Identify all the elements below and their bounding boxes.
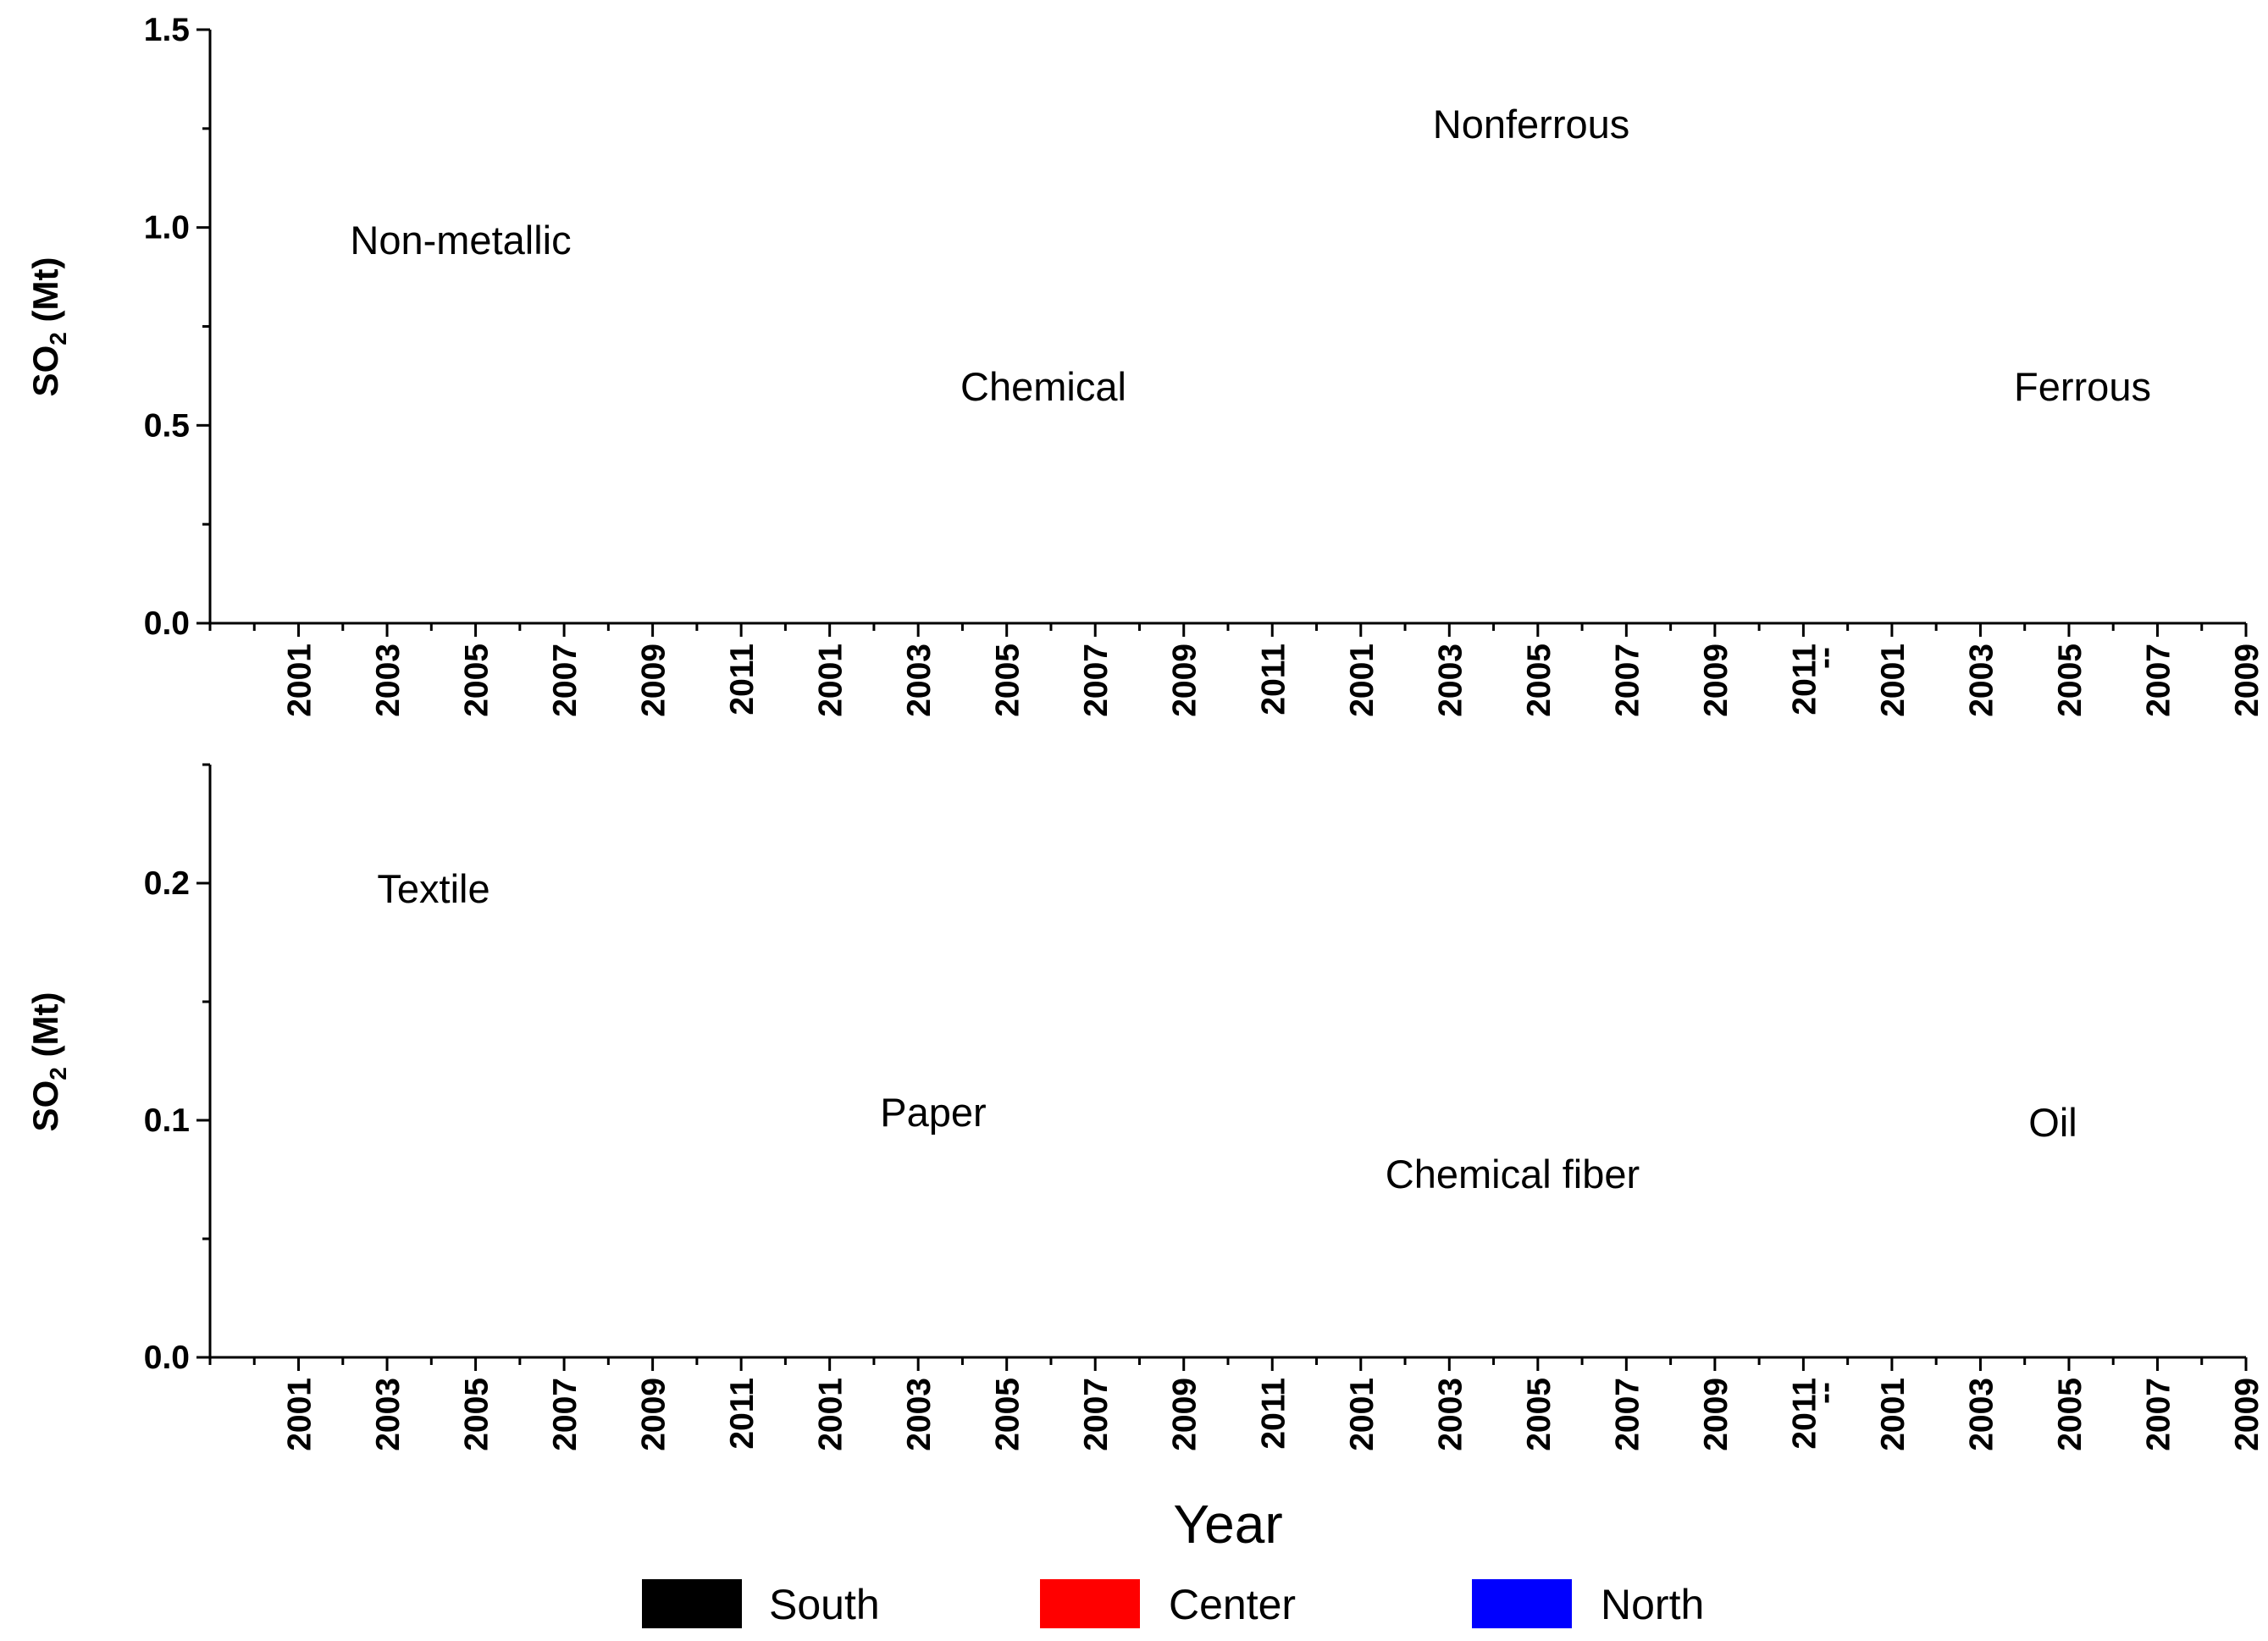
bottom-panel: Textile Paper Chemical fiber Oil 0.0 0.1 0.2 SO… [25,763,2265,1451]
x-tick-label: 2003 [901,644,938,717]
top-panel: Non-metallic Chemical Nonferrous Ferrous 0.0… [25,12,2265,717]
x-tick-label: 2003 [901,1378,938,1451]
x-tick-label: 2003 [1963,644,2000,717]
x-tick-label: 2005 [2052,1378,2088,1451]
x-tick-label: 2001 [1875,644,1911,717]
x-tick-label: 2007 [2140,1378,2177,1451]
x-axis-label: Year [1173,1494,1282,1555]
legend: South Center North [642,1579,1704,1628]
x-tick-label: 2009 [1167,644,1203,717]
x-tick-label: 2007 [1609,644,1646,717]
x-tick-label: 2003 [1432,1378,1469,1451]
group-label: Paper [880,1090,986,1135]
x-tick-label: 2003 [370,1378,407,1451]
x-tick-label: 2009 [636,1378,672,1451]
x-tick-label: 2001 [1344,1378,1380,1451]
group-label: Ferrous [2014,364,2151,409]
x-tick-label: 2009 [2229,644,2265,717]
group-label: Textile [377,866,490,911]
x-tick-label: 2009 [1698,1378,1734,1451]
legend-swatch-south [642,1579,742,1628]
x-tick-label: 2009 [1698,644,1734,717]
x-tick-label: 2005 [990,644,1026,717]
y-tick-label: 0.1 [144,1102,190,1139]
x-tick-label: 2009 [1167,1378,1203,1451]
x-tick-label: 2005 [990,1378,1026,1451]
x-tick-label: 2001 [813,644,849,717]
x-tick-label: 2005 [1521,644,1557,717]
x-tick-label: 2009 [636,644,672,717]
y-tick-label: 0.2 [144,865,190,902]
x-tick-label: 2009 [2229,1378,2265,1451]
y-tick-label: 0.0 [144,1340,190,1376]
axis-break-mark: -- [1807,1382,1844,1404]
legend-label-north: North [1601,1581,1704,1628]
legend-swatch-center [1040,1579,1140,1628]
y-tick-label: 0.0 [144,605,190,642]
y-tick-label: 0.5 [144,407,190,444]
x-tick-label: 2007 [2140,644,2177,717]
x-tick-label: 2011 [1786,1378,1823,1450]
x-tick-label: 2001 [1344,644,1380,717]
x-tick-label: 2011 [724,1378,761,1450]
y-axis-label: SO2 (Mt) [25,257,71,397]
group-label: Oil [2028,1100,2077,1145]
x-tick-label: 2011 [1255,1378,1292,1450]
x-tick-label: 2003 [1963,1378,2000,1451]
x-tick-label: 2007 [547,644,584,717]
x-tick-label: 2005 [2052,644,2088,717]
legend-label-south: South [769,1581,880,1628]
x-tick-label: 2011 [724,644,761,716]
x-tick-label: 2007 [1609,1378,1646,1451]
x-tick-label: 2003 [370,644,407,717]
x-tick-label: 2005 [459,644,495,717]
group-label: Non-metallic [350,218,571,262]
y-tick-label: 1.5 [144,12,190,48]
x-tick-label: 2001 [282,1378,318,1451]
group-label: Nonferrous [1433,102,1630,146]
x-tick-label: 2005 [1521,1378,1557,1451]
x-tick-label: 2003 [1432,644,1469,717]
x-tick-label: 2005 [459,1378,495,1451]
legend-swatch-north [1472,1579,1572,1628]
x-tick-label: 2001 [813,1378,849,1451]
axis-break-mark: -- [1807,647,1844,669]
group-label: Chemical fiber [1386,1152,1640,1196]
x-tick-label: 2011 [1786,644,1823,716]
group-label: Chemical [960,364,1126,409]
x-tick-label: 2007 [1078,1378,1115,1451]
x-tick-label: 2001 [282,644,318,717]
x-tick-label: 2007 [1078,644,1115,717]
x-tick-label: 2001 [1875,1378,1911,1451]
x-tick-label: 2011 [1255,644,1292,716]
y-axis-label: SO2 (Mt) [25,992,71,1132]
y-tick-label: 1.0 [144,210,190,246]
x-tick-label: 2007 [547,1378,584,1451]
legend-label-center: Center [1169,1581,1296,1628]
